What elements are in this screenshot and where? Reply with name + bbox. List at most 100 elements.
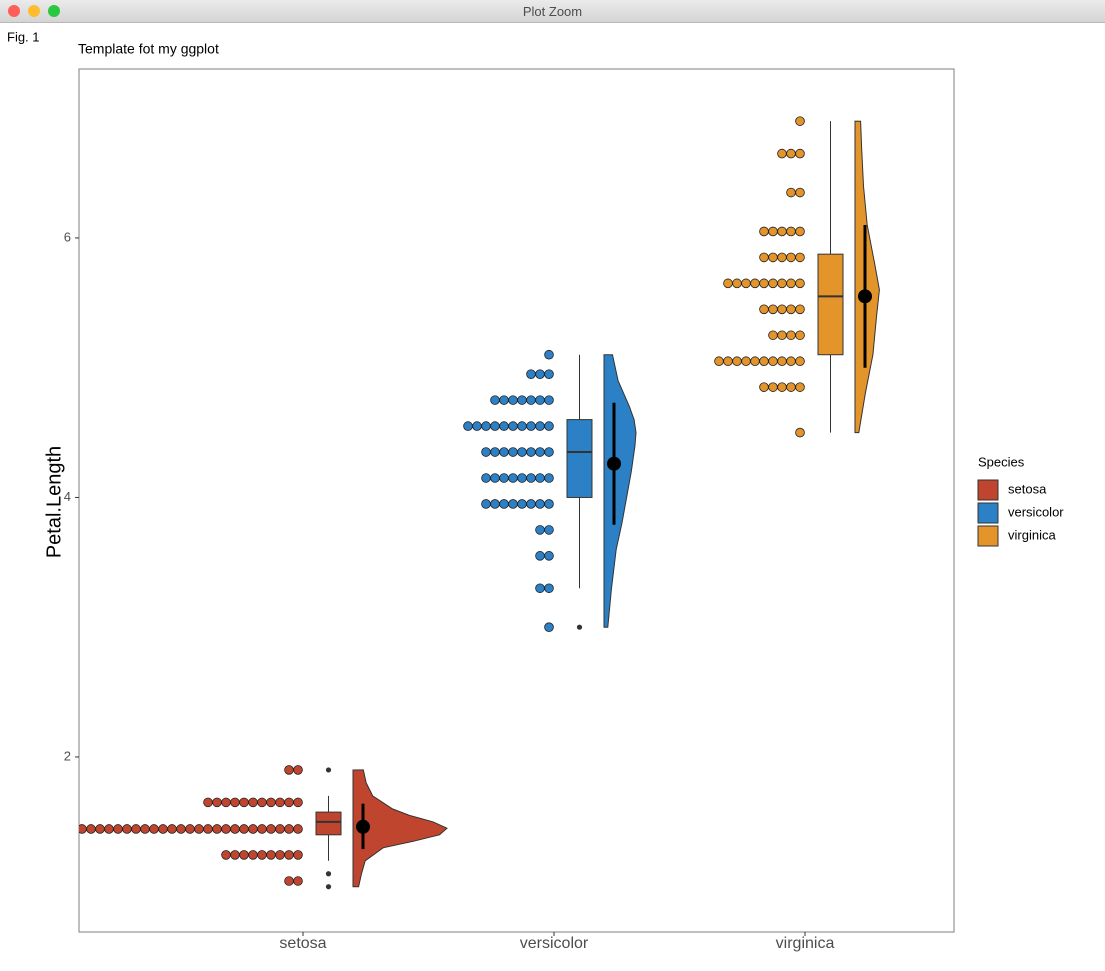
dot [499, 395, 509, 405]
y-tick-label: 2 [64, 748, 71, 763]
dot [777, 252, 787, 263]
close-button[interactable] [8, 5, 20, 17]
dot [508, 421, 518, 431]
dot [275, 824, 285, 834]
y-tick-label: 4 [64, 489, 71, 504]
dot [203, 797, 213, 808]
dot [158, 824, 168, 834]
dot [490, 473, 500, 483]
dot [723, 278, 733, 289]
dot [535, 447, 545, 457]
dot [86, 824, 96, 834]
zoom-button[interactable] [48, 5, 60, 17]
dot [795, 278, 805, 289]
dot [535, 525, 545, 535]
dot [786, 278, 796, 289]
title-bar: Plot Zoom [0, 0, 1105, 23]
dot [248, 850, 258, 860]
dot [176, 824, 186, 834]
dot [472, 421, 482, 431]
dot [239, 824, 249, 834]
dot [490, 395, 500, 405]
dot [544, 421, 554, 431]
dot [490, 447, 500, 457]
dot [544, 349, 554, 360]
dot [293, 765, 303, 775]
dot [759, 226, 769, 237]
dot [786, 356, 796, 367]
dot [795, 304, 805, 315]
dot [212, 797, 222, 808]
dot [79, 824, 87, 834]
dot [786, 187, 796, 198]
dot [723, 356, 733, 367]
dot [795, 252, 805, 263]
y-axis-label: Petal.Length [43, 446, 65, 558]
dot [526, 447, 536, 457]
dot [284, 824, 294, 834]
legend-label: setosa [1008, 481, 1047, 496]
dot [131, 824, 141, 834]
dot [768, 304, 778, 315]
dot [777, 226, 787, 237]
dot [777, 304, 787, 315]
dot [732, 356, 742, 367]
dot [104, 824, 114, 834]
dot [777, 382, 787, 392]
dot [266, 850, 276, 860]
dot [795, 382, 805, 392]
dot [544, 622, 554, 633]
dot [481, 447, 491, 457]
dot [777, 330, 787, 341]
dot [526, 499, 536, 509]
dot [194, 824, 204, 834]
dot [140, 824, 150, 834]
dot [230, 797, 240, 808]
dot [248, 824, 258, 834]
dot [463, 421, 473, 431]
dot [795, 148, 805, 159]
box [817, 253, 844, 356]
dot [795, 116, 805, 126]
dot [768, 252, 778, 263]
dot [203, 824, 213, 834]
dot [284, 765, 294, 775]
dot [481, 499, 491, 509]
dot [795, 356, 805, 367]
dot [732, 278, 742, 289]
dot [795, 427, 805, 438]
dot [526, 369, 536, 379]
dot [544, 525, 554, 535]
dot [517, 447, 527, 457]
dot [786, 148, 796, 159]
dot [517, 421, 527, 431]
dot [777, 148, 787, 159]
window-title: Plot Zoom [522, 4, 583, 19]
minimize-button[interactable] [28, 5, 40, 17]
dot [275, 850, 285, 860]
dot [239, 850, 249, 860]
half-violin [854, 120, 880, 434]
dot [535, 473, 545, 483]
legend-label: versicolor [1008, 504, 1064, 519]
dot [499, 421, 509, 431]
dot [750, 278, 760, 289]
dot [759, 356, 769, 367]
legend-title: Species [978, 454, 1025, 469]
dot [284, 850, 294, 860]
dot [490, 421, 500, 431]
dot [257, 797, 267, 808]
x-tick-label: setosa [279, 935, 326, 952]
legend-key [977, 502, 999, 524]
dot [535, 421, 545, 431]
dot [526, 395, 536, 405]
dot [741, 278, 751, 289]
dot [490, 499, 500, 509]
dot [714, 356, 724, 367]
dot [284, 876, 294, 886]
outlier [325, 871, 332, 877]
box [315, 811, 342, 836]
dot [508, 395, 518, 405]
